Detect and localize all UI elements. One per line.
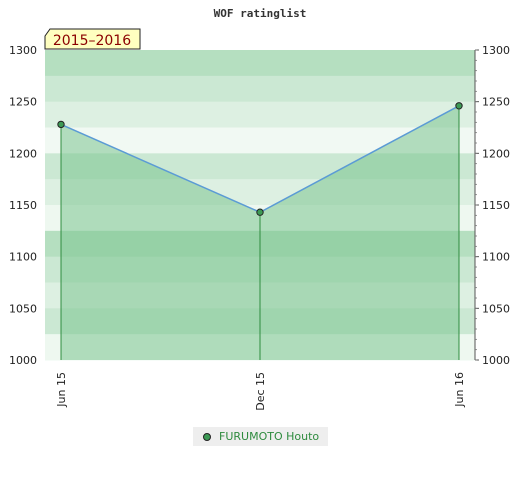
y-tick-label-right: 1100 — [482, 251, 510, 264]
y-tick-label-right: 1200 — [482, 147, 510, 160]
data-points — [57, 102, 463, 216]
legend-marker-icon — [203, 432, 211, 441]
y-tick-label-right: 1050 — [482, 302, 510, 315]
x-tick-label: Jun 16 — [453, 372, 466, 408]
y-axis-left: 1000 1050 1100 1150 1200 1250 1300 — [9, 44, 37, 367]
y-axis-right: 1000 1050 1100 1150 1200 1250 1300 — [474, 44, 510, 367]
y-tick-label: 1100 — [9, 251, 37, 264]
y-tick-label: 1150 — [9, 199, 37, 212]
drop-lines — [60, 105, 460, 360]
y-tick-label: 1000 — [9, 354, 37, 367]
band — [45, 75, 475, 103]
y-tick-label: 1250 — [9, 96, 37, 109]
y-tick-label-right: 1300 — [482, 44, 510, 57]
data-point — [57, 120, 65, 129]
x-axis: Jun 15 Dec 15 Jun 16 — [55, 372, 466, 411]
x-tick-label: Dec 15 — [254, 372, 267, 411]
band — [45, 101, 475, 128]
y-tick-label-right: 1250 — [482, 96, 510, 109]
period-label: 2015–2016 — [53, 33, 131, 49]
y-tick-label-right: 1150 — [482, 199, 510, 212]
data-point — [455, 102, 463, 110]
chart-title: WOF ratinglist — [214, 7, 307, 20]
y-tick-label: 1200 — [9, 147, 37, 160]
y-tick-label-right: 1000 — [482, 354, 510, 367]
legend-label: FURUMOTO Houto — [219, 430, 320, 443]
period-badge: 2015–2016 — [44, 28, 141, 50]
y-tick-label: 1300 — [9, 44, 37, 57]
data-point — [256, 208, 264, 216]
legend: FURUMOTO Houto — [193, 427, 329, 446]
band — [45, 50, 475, 77]
y-tick-label: 1050 — [9, 302, 37, 315]
x-tick-label: Jun 15 — [55, 372, 68, 408]
